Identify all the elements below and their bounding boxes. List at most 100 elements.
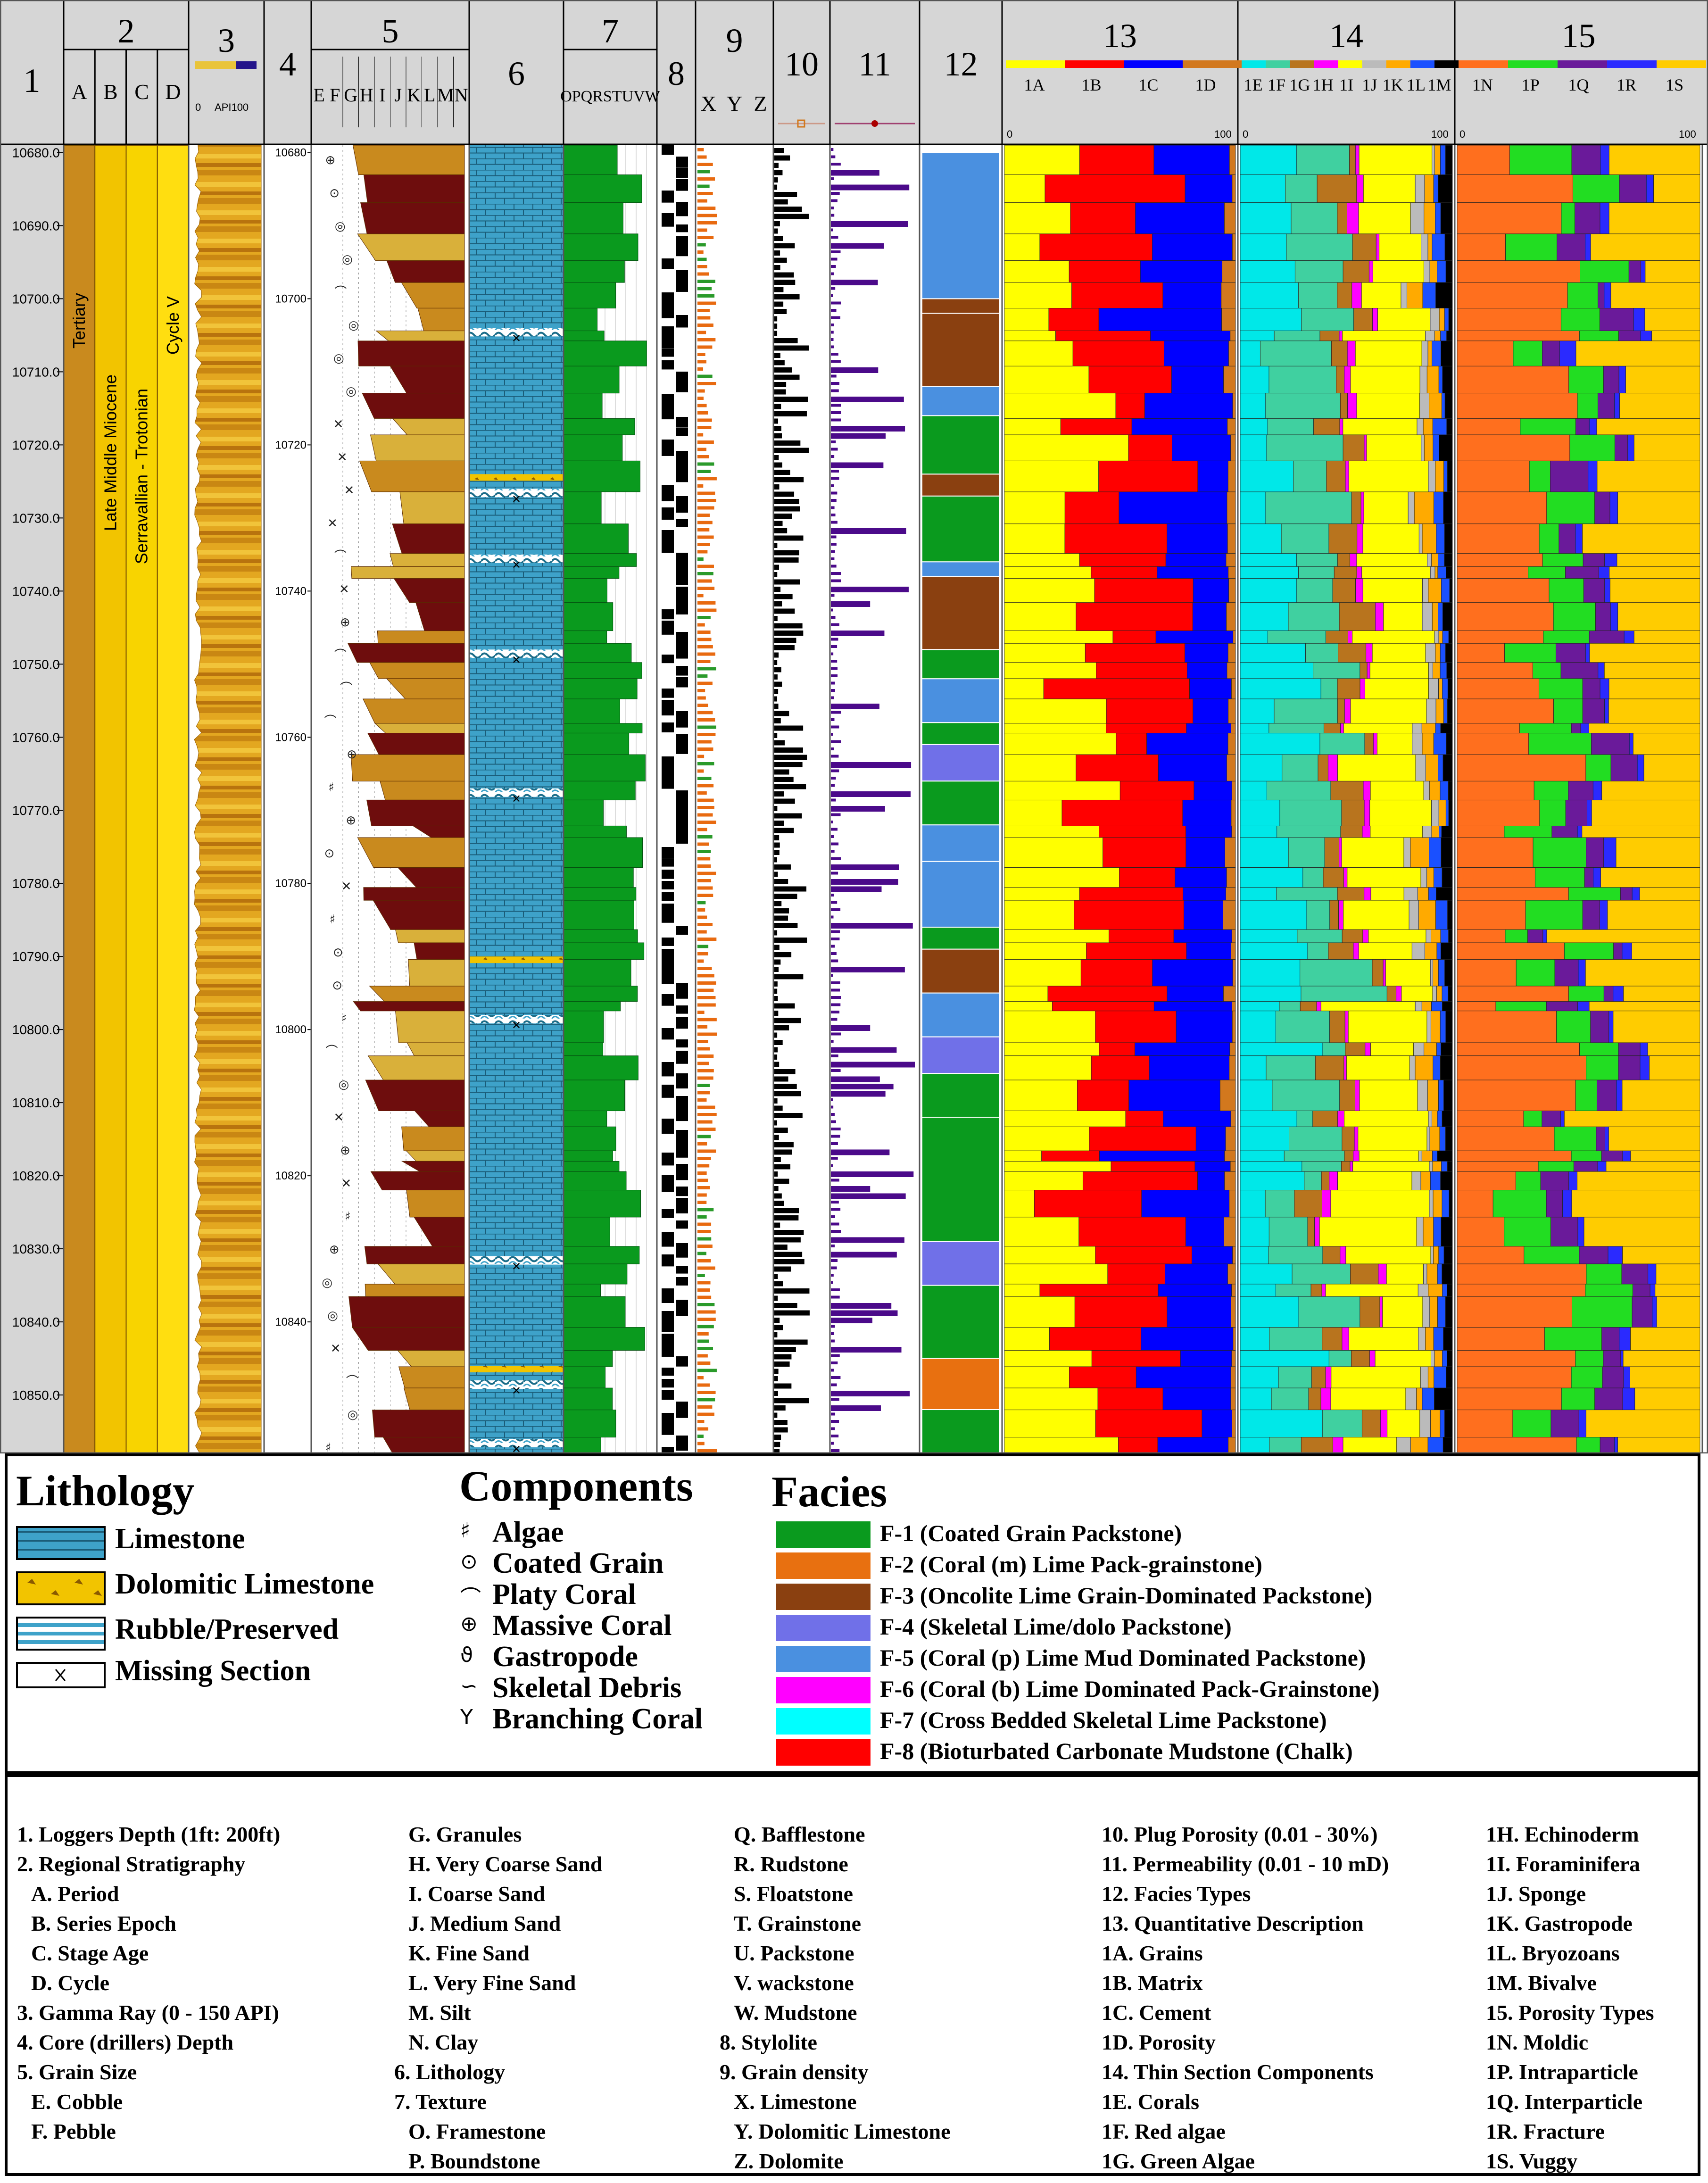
plug-porosity-bar <box>774 324 778 329</box>
col-thin-segment <box>1443 1079 1453 1111</box>
col-quant-segment <box>1171 365 1224 394</box>
col-thin-segment <box>1439 434 1453 461</box>
col-thin-segment <box>1267 780 1331 800</box>
permeability-bar <box>831 1186 871 1192</box>
col-thin-segment <box>1421 233 1428 261</box>
grain-density-bar <box>697 988 714 992</box>
permeability-bar <box>831 1369 834 1372</box>
col-quant-segment <box>1043 678 1190 699</box>
col-thin-segment <box>1260 340 1332 366</box>
col-quant-segment <box>1230 1366 1236 1388</box>
col-thin-segment <box>1396 986 1402 1002</box>
col-thin-segment <box>1350 365 1420 394</box>
col-quant-segment <box>1136 1366 1231 1388</box>
col-ptype-segment <box>1561 202 1575 234</box>
grain-density-bar <box>697 1420 705 1423</box>
col-quant-segment <box>1230 1387 1236 1411</box>
col-thin-segment <box>1441 1161 1448 1172</box>
plug-porosity-bar <box>774 345 809 351</box>
col-thin-segment <box>1352 631 1435 644</box>
stylolite-mark <box>662 1254 674 1267</box>
stylolite-mark <box>662 258 674 269</box>
col-quant-segment <box>1153 1001 1232 1012</box>
permeability-bar <box>831 221 908 227</box>
stylolite-mark <box>676 281 688 292</box>
stylolite-mark <box>676 666 688 676</box>
grain-density-bar <box>697 733 716 736</box>
col-quant-segment <box>1004 1296 1075 1328</box>
key-entry: I. Coarse Sand <box>408 1882 546 1906</box>
stylolite-mark <box>676 1436 688 1451</box>
permeability-bar <box>831 535 837 539</box>
col-quant-segment <box>1167 523 1228 554</box>
col-thin-segment <box>1422 733 1434 755</box>
permeability-bar <box>831 1245 835 1247</box>
lithology-dolomitic-band <box>469 1366 564 1373</box>
col-thin-segment <box>1328 942 1354 960</box>
col-thin-segment <box>1315 1055 1344 1080</box>
header-col-13-sub: 1D <box>1195 75 1216 94</box>
facies-legend-title: Facies <box>771 1468 887 1516</box>
col-thin-segment <box>1441 1042 1453 1056</box>
col-ptype-segment <box>1546 1190 1563 1218</box>
grain-density-bar <box>697 572 713 575</box>
stylolite-mark <box>662 881 674 889</box>
algae-icon: ♯ <box>460 1519 471 1543</box>
col-ptype-segment <box>1560 308 1600 331</box>
key-entry: 1I. Foraminifera <box>1486 1852 1641 1876</box>
grain-density-bar <box>697 938 717 941</box>
col-thin-segment <box>1240 1366 1279 1388</box>
col-quant-segment <box>1231 825 1236 838</box>
col-ptype-segment <box>1585 643 1590 663</box>
permeability-bar <box>831 155 836 158</box>
permeability-bar <box>831 280 878 285</box>
col-ptype-segment <box>1564 942 1614 960</box>
plug-porosity-bar <box>774 265 780 270</box>
col-quant-segment <box>1069 1366 1136 1388</box>
col-quant-segment <box>1004 799 1062 826</box>
stylolite-mark <box>676 1220 688 1229</box>
permeability-bar <box>831 967 905 972</box>
stylolite-mark <box>662 338 674 349</box>
col-thin-segment <box>1329 1011 1345 1043</box>
col-ptype-segment <box>1594 491 1610 524</box>
col-ptype-segment <box>1569 434 1615 461</box>
col-thin-segment <box>1435 900 1448 930</box>
stylolite-mark <box>662 621 674 635</box>
plug-porosity-bar <box>774 1274 778 1279</box>
col-thin-segment <box>1376 733 1413 755</box>
facies-column <box>921 152 1000 1453</box>
permeability-bar <box>831 1215 835 1218</box>
stylolite-mark <box>662 507 674 520</box>
col-thin-segment <box>1348 631 1352 644</box>
col-thin-segment <box>1318 754 1328 781</box>
plug-porosity-bar <box>774 901 782 906</box>
header-col-15-color-bar <box>1607 60 1657 68</box>
col-ptype-segment <box>1585 1284 1633 1297</box>
col-ptype-segment <box>1571 1150 1602 1162</box>
grain-density-bar <box>697 1054 714 1058</box>
col-thin-segment <box>1443 491 1453 524</box>
facies-block <box>921 780 1000 826</box>
col-thin-segment <box>1293 460 1327 492</box>
col-thin-segment <box>1410 202 1425 234</box>
col-ptype-segment <box>1600 1437 1615 1453</box>
col-ptype-segment <box>1546 1001 1578 1012</box>
grain-size-bar <box>348 1296 465 1328</box>
col-thin-segment <box>1240 418 1268 435</box>
col-quant-segment <box>1045 174 1186 203</box>
col-quant-segment <box>1229 145 1236 175</box>
permeability-bar <box>831 996 841 999</box>
col-quant-segment <box>1004 1410 1096 1437</box>
facies-swatch <box>776 1552 871 1579</box>
key-entry: V. wackstone <box>734 1971 854 1995</box>
grain-density-bar <box>697 484 704 488</box>
col-ptype-segment <box>1604 698 1609 724</box>
col-quant-segment <box>1116 733 1147 755</box>
col-thin-segment <box>1274 331 1320 341</box>
col-ptype-segment <box>1624 631 1634 644</box>
grain-density-bar <box>697 981 716 985</box>
grain-density-bar <box>697 791 707 795</box>
component-symbol: ◎ <box>335 219 346 233</box>
core-depth-column: 1068010700107201074010760107801080010820… <box>275 146 311 1328</box>
